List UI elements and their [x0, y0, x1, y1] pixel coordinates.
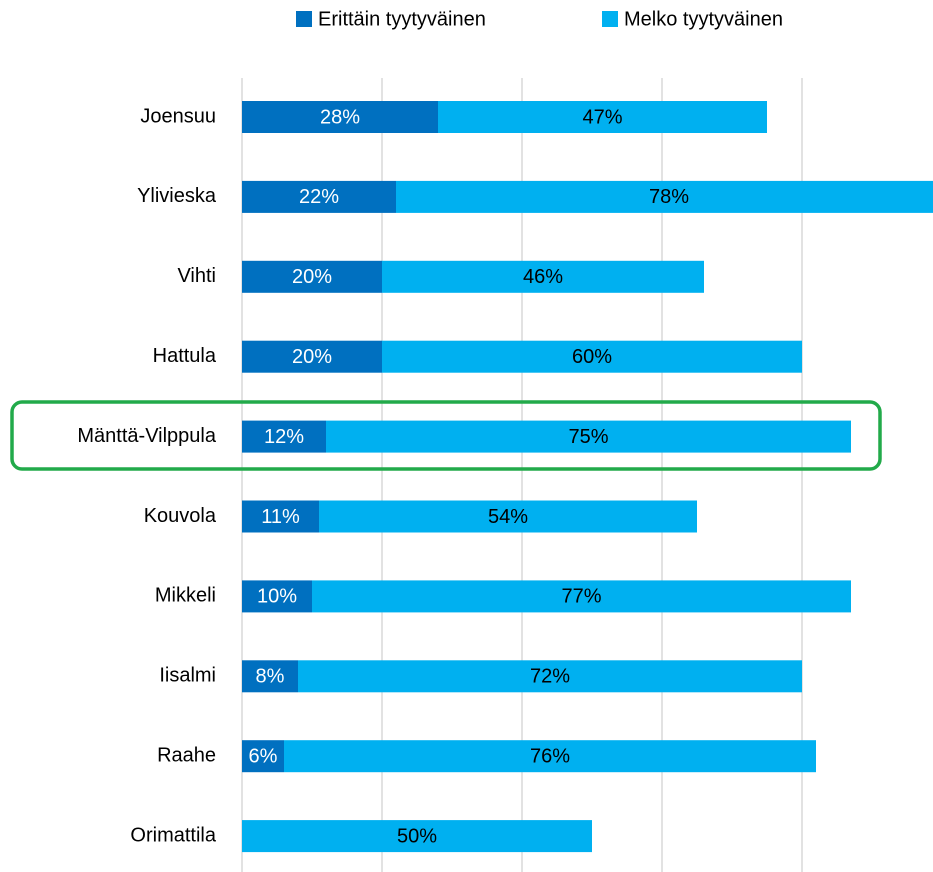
data-label: 20% — [292, 266, 332, 288]
y-tick-label: Iisalmi — [159, 665, 216, 687]
bar-segment — [242, 740, 284, 773]
bar-segment — [396, 180, 933, 213]
bar-segment — [284, 740, 816, 773]
y-tick-label: Mänttä-Vilppula — [77, 425, 216, 447]
bar-segment — [242, 180, 396, 213]
data-label: 75% — [568, 426, 608, 448]
bar-segment — [312, 580, 851, 613]
bar-segment — [438, 101, 767, 133]
data-label: 60% — [572, 346, 612, 368]
data-label: 28% — [320, 106, 360, 128]
bar-segment — [326, 420, 851, 453]
bar-segment — [242, 420, 326, 453]
legend-swatch — [602, 11, 618, 27]
y-tick-label: Hattula — [153, 345, 217, 367]
data-label: 22% — [299, 186, 339, 208]
highlight-box — [10, 400, 882, 471]
y-tick-label: Ylivieska — [137, 185, 217, 207]
bar-segment — [242, 260, 382, 293]
y-tick-label: Vihti — [177, 265, 216, 287]
bar-segment — [242, 340, 382, 373]
data-label: 77% — [561, 586, 601, 608]
y-tick-label: Orimattila — [130, 824, 216, 846]
bar-segment — [242, 820, 592, 853]
legend-swatch — [296, 11, 312, 27]
data-label: 6% — [249, 745, 278, 767]
bar-segment — [242, 101, 438, 133]
y-tick-label: Raahe — [157, 744, 216, 766]
legend-label: Erittäin tyytyväinen — [318, 8, 486, 30]
data-label: 47% — [582, 106, 622, 128]
data-label: 12% — [264, 426, 304, 448]
data-label: 76% — [530, 745, 570, 767]
bar-segment — [242, 660, 298, 693]
data-label: 78% — [649, 186, 689, 208]
y-tick-label: Mikkeli — [155, 585, 216, 607]
y-tick-label: Kouvola — [144, 505, 217, 527]
data-label: 46% — [523, 266, 563, 288]
bar-segment — [382, 260, 704, 293]
y-tick-label: Joensuu — [140, 105, 216, 127]
bar-segment — [298, 660, 802, 693]
bar-segment — [242, 580, 312, 613]
data-label: 8% — [256, 666, 285, 688]
data-label: 11% — [261, 506, 300, 528]
data-label: 54% — [488, 506, 528, 528]
bar-segment — [382, 340, 802, 373]
bar-segment — [319, 500, 697, 533]
data-label: 72% — [530, 666, 570, 688]
data-label: 10% — [257, 586, 297, 608]
bar-segment — [242, 500, 319, 533]
data-label: 20% — [292, 346, 332, 368]
data-label: 50% — [397, 825, 437, 847]
legend-label: Melko tyytyväinen — [624, 8, 783, 30]
